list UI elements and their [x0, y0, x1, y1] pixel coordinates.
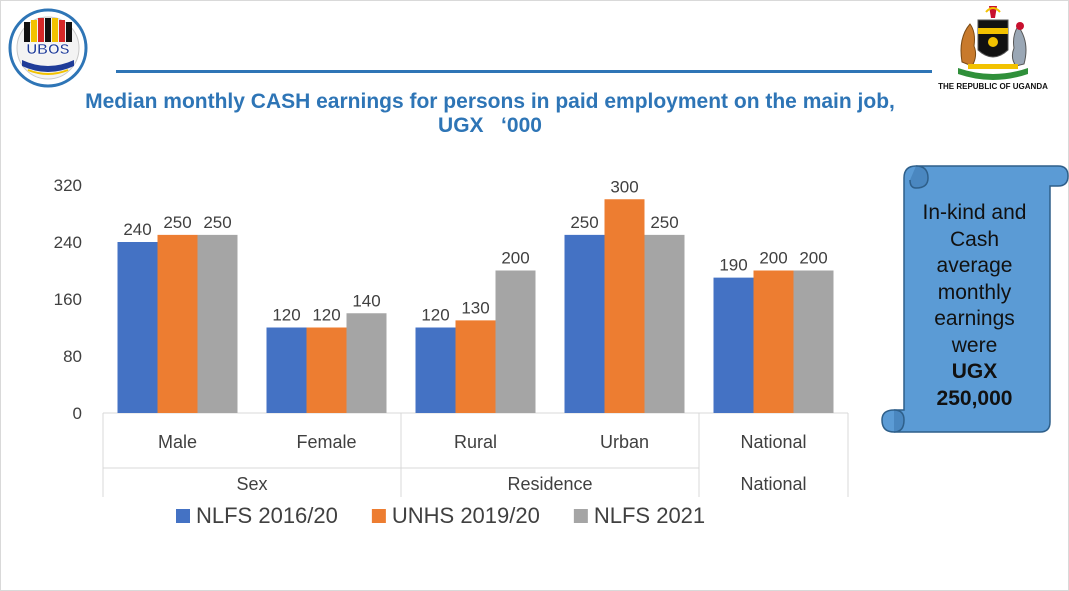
data-label: 250: [163, 213, 191, 232]
category-label: Male: [158, 432, 197, 452]
bar: [306, 327, 347, 413]
data-label: 120: [272, 306, 300, 325]
data-label: 140: [352, 291, 380, 310]
category-label: Female: [296, 432, 356, 452]
bar: [604, 199, 645, 413]
chart-title: Median monthly CASH earnings for persons…: [60, 90, 920, 138]
legend-item-nlfs-2021: NLFS 2021: [594, 503, 705, 528]
data-label: 200: [759, 249, 787, 268]
category-label: National: [740, 432, 806, 452]
data-label: 200: [799, 249, 827, 268]
data-label: 250: [650, 213, 678, 232]
callout-line: were: [951, 333, 998, 357]
legend-item-nlfs-2016: NLFS 2016/20: [196, 503, 338, 528]
callout-text: In-kind and Cash average monthly earning…: [902, 200, 1047, 412]
logo-text: UBOS: [26, 41, 69, 58]
legend-swatch: [176, 509, 190, 523]
group-label: National: [740, 474, 806, 494]
bar: [346, 313, 387, 413]
group-label: Residence: [507, 474, 592, 494]
republic-caption: THE REPUBLIC OF UGANDA: [938, 82, 1048, 91]
data-label: 200: [501, 249, 529, 268]
data-label: 120: [312, 306, 340, 325]
callout-line: average: [936, 254, 1013, 277]
bar: [644, 234, 685, 413]
bar: [197, 234, 238, 413]
callout-line: Cash: [949, 227, 1000, 251]
bar: [495, 270, 536, 413]
callout-line: monthly: [937, 280, 1012, 304]
data-label: 250: [203, 213, 231, 232]
callout-currency: UGX: [951, 360, 998, 383]
data-label: 300: [610, 177, 638, 196]
y-tick-label: 160: [54, 290, 82, 309]
y-tick-label: 0: [73, 404, 82, 423]
bar: [455, 320, 496, 413]
callout-amount: 250,000: [936, 386, 1013, 410]
ubos-logo: UBOS: [8, 8, 88, 88]
callout-line: In-kind and: [922, 201, 1027, 224]
header-rule: [116, 70, 932, 73]
y-tick-label: 320: [54, 176, 82, 195]
bar: [564, 234, 605, 413]
bar: [117, 242, 158, 413]
category-label: Urban: [600, 432, 649, 452]
data-label: 250: [570, 213, 598, 232]
data-label: 130: [461, 298, 489, 317]
uganda-coat-of-arms: [958, 6, 1028, 80]
callout-line: earnings: [934, 307, 1015, 330]
bar: [266, 327, 307, 413]
chart-title-line-2: UGX ‘000: [438, 114, 542, 137]
bar: [793, 270, 834, 413]
legend-swatch: [573, 509, 588, 523]
legend-swatch: [371, 509, 386, 523]
data-label: 240: [123, 220, 151, 239]
category-label: Rural: [454, 432, 497, 452]
bar: [713, 277, 754, 413]
data-label: 120: [421, 306, 449, 325]
bar: [415, 327, 456, 413]
chart-title-line-1: Median monthly CASH earnings for persons…: [85, 90, 895, 113]
bar: [753, 270, 794, 413]
y-tick-label: 80: [63, 347, 82, 366]
bar: [157, 234, 198, 413]
data-label: 190: [719, 256, 747, 275]
legend-item-unhs-2019: UNHS 2019/20: [392, 503, 540, 528]
group-label: Sex: [236, 474, 267, 494]
y-tick-label: 240: [54, 233, 82, 252]
